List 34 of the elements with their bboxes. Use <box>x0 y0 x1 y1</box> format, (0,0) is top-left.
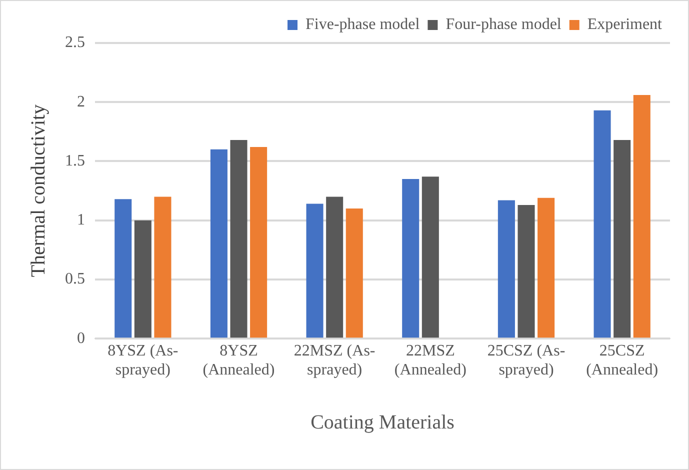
bar <box>326 196 344 338</box>
legend-label: Experiment <box>587 16 663 34</box>
bar <box>614 140 631 338</box>
x-axis-title: Coating Materials <box>310 411 455 434</box>
x-tick-label: 8YSZ (As-sprayed) <box>108 342 178 379</box>
bar <box>402 178 420 338</box>
bar <box>346 208 363 338</box>
x-tick-label: 22MSZ (As-sprayed) <box>294 342 376 379</box>
bar <box>134 220 152 338</box>
legend-label: Four-phase model <box>446 16 562 34</box>
bar <box>594 110 611 338</box>
bar <box>633 95 650 338</box>
x-tick-label: 8YSZ (Annealed) <box>202 342 275 379</box>
bar <box>250 147 268 338</box>
bar <box>306 204 324 338</box>
y-tick-label: 1.5 <box>65 152 85 170</box>
x-tick-label: 25CSZ (Annealed) <box>586 342 658 379</box>
bar <box>518 204 535 338</box>
y-axis-title: Thermal conductivity <box>27 104 50 278</box>
bar <box>538 198 555 338</box>
y-tick-label: 2 <box>77 93 85 110</box>
y-tick-label: 0 <box>77 330 85 347</box>
y-tick-label: 0.5 <box>65 270 85 288</box>
y-tick-label: 2.5 <box>65 34 85 52</box>
x-tick-label: 22MSZ (Annealed) <box>394 342 466 379</box>
bar <box>210 149 228 338</box>
x-tick-label: 25CSZ (As-sprayed) <box>487 342 566 379</box>
bar <box>230 140 248 338</box>
bar <box>154 196 172 338</box>
bar <box>498 200 515 338</box>
bar <box>422 176 439 338</box>
bar <box>114 199 132 338</box>
y-tick-label: 1 <box>77 212 85 229</box>
legend-label: Five-phase model <box>306 16 420 34</box>
